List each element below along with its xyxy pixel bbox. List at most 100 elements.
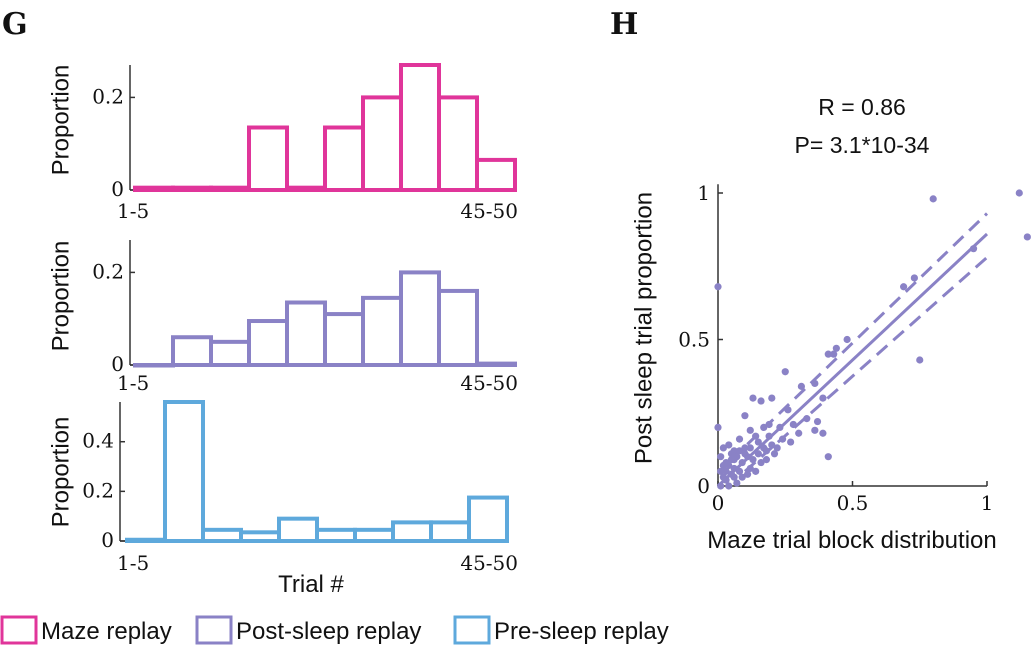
y-tick-label: 0 [111,177,124,201]
scatter-point [781,368,789,376]
scatter-point [762,447,771,455]
histogram-bar [171,335,213,368]
scatter-point [735,447,744,455]
y-tick-label: 0.2 [92,259,124,283]
scatter-point [811,379,819,388]
scatter-point [778,435,787,443]
scatter-point [1015,189,1023,197]
scatter-point [969,245,978,253]
scatter-point [730,464,738,473]
histogram-bar [323,312,365,367]
scatter-point [929,195,937,203]
histogram-bar [323,125,365,192]
scatter-point [760,423,768,431]
scatter-point [843,335,851,344]
scatter-point [819,429,827,437]
histogram-bar [475,157,517,193]
panel-letter-h: H [610,7,638,42]
scatter-point [733,479,741,487]
y-axis-label: Proportion [47,65,74,176]
legend-label: Post-sleep replay [236,618,421,645]
scatter-point [717,453,725,461]
scatter-point [749,394,757,402]
x-tick-label-last: 45-50 [460,371,518,395]
y-axis-label: Post sleep trial proportion [630,192,657,464]
scatter-point [741,450,749,458]
y-tick-label: 0 [111,352,124,376]
y-axis-label: Proportion [47,417,74,528]
legend-swatch [195,615,233,645]
x-tick-label-last: 45-50 [460,551,518,575]
scatter-point [819,394,827,402]
scatter-point [730,473,738,481]
scatter-point [910,274,918,282]
histogram-bar [285,185,327,192]
y-tick-label: 0.5 [678,328,710,352]
scatter-point [746,464,754,473]
histogram-bar [133,185,175,192]
scatter-point [824,453,832,461]
histogram-bar [285,300,327,367]
scatter-panel: 0 0.5 1 0 0.5 1 R = 0.86 P= 3.1*10-34 Maze trial… [630,94,1031,554]
scatter-point [1023,233,1031,241]
y-axis-label: Proportion [47,241,74,352]
scatter-point [735,435,744,443]
scatter-point [730,456,738,464]
x-tick-label-first: 1-5 [117,551,149,575]
scatter-point [752,467,760,475]
histogram-bar [437,95,479,192]
scatter-point [725,461,733,470]
legend-label: Pre-sleep replay [494,618,669,645]
legend-label: Maze replay [41,618,172,645]
y-tick-label: 0 [101,528,114,552]
histogram-bar [163,400,205,543]
scatter-point [832,344,840,352]
histogram-bar [209,339,251,367]
scatter-point [770,450,779,458]
y-tick-label: 0 [697,474,710,498]
histogram-bar [399,270,441,367]
scatter-point [916,356,924,364]
histogram-bar [171,185,213,192]
x-tick-label-first: 1-5 [117,371,149,395]
scatter-point [757,458,765,467]
histogram-bar [247,125,289,192]
x-tick-label: 0.5 [837,491,869,515]
scatter-point [768,394,776,402]
scatter-point [725,441,733,449]
scatter-point [727,450,736,458]
scatter-point [717,467,725,475]
scatter-point [824,350,832,358]
scatter-point [741,444,749,452]
scatter-point [719,461,727,470]
histogram-bar [467,495,509,543]
scatter-point [795,429,803,437]
scatter-point [746,444,754,452]
scatter-point [719,444,727,452]
scatter-point [754,438,762,446]
histogram-bar [437,288,479,368]
scatter-point [813,417,822,426]
scatter-point [773,444,781,452]
scatter-point [735,467,744,475]
histogram-pre-sleep: 0 0.2 0.4 1-5 45-50 Proportion Trial # [47,400,518,598]
histogram-bar [247,319,289,368]
histogram-bar [353,527,395,544]
y-tick-label: 0.4 [82,429,114,453]
scatter-point [749,456,757,464]
x-axis-label: Maze trial block distribution [707,527,996,554]
histogram-bar [361,95,403,192]
y-tick-label: 0.2 [92,84,124,108]
histogram-bar [429,520,471,543]
scatter-point [765,432,773,440]
x-tick-label: 1 [981,491,994,515]
histogram-post-sleep: 0 0.2 1-5 45-50 Proportion [47,240,518,395]
histogram-maze: 0 0.2 1-5 45-50 Proportion [47,63,518,223]
scatter-point [768,441,776,449]
y-tick-label: 0.2 [82,478,114,502]
scatter-point [765,420,773,429]
scatter-point [746,426,754,434]
scatter-point [714,283,722,291]
x-tick-label-first: 1-5 [117,199,149,223]
